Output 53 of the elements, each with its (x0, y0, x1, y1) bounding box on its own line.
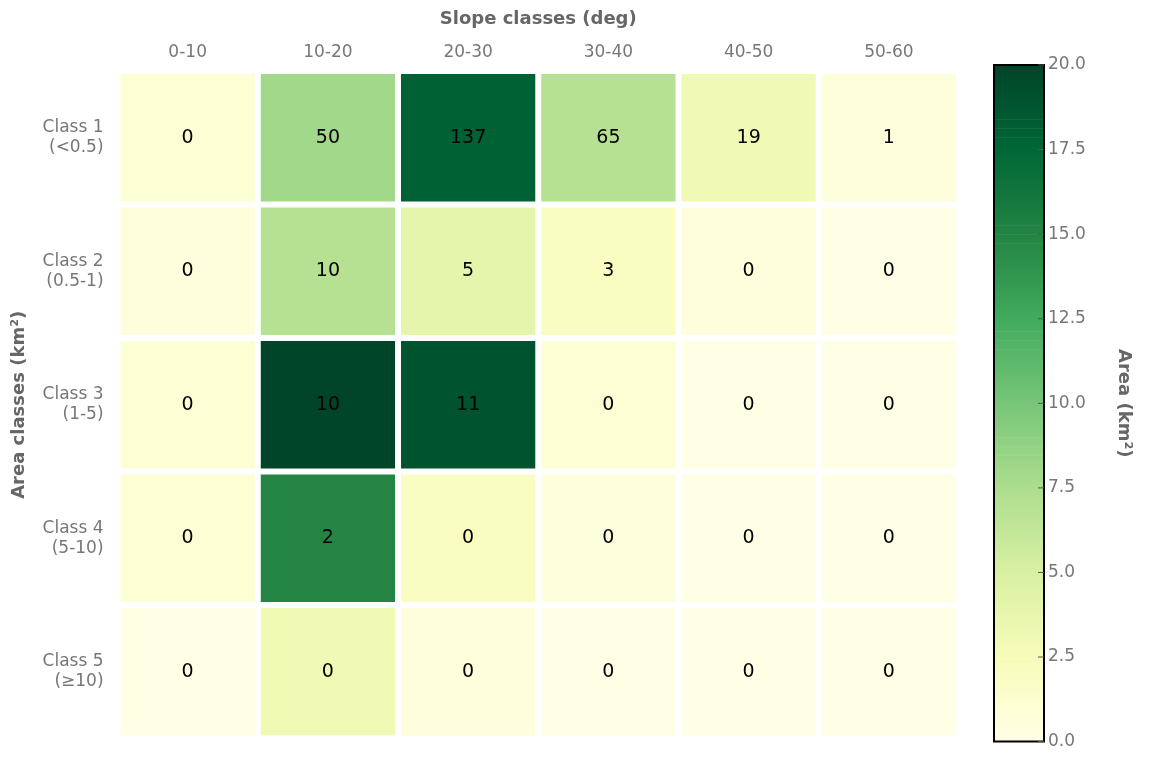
annotation: 5 (462, 258, 475, 281)
x-tick-label: 40-50 (723, 41, 774, 62)
annotation: 0 (742, 258, 755, 281)
x-tick-label: 30-40 (583, 41, 634, 62)
annotation: 0 (321, 658, 334, 681)
x-tick-label: 10-20 (303, 41, 353, 62)
color-bar-label: 5.0 (1048, 560, 1076, 581)
y-tick-label: Class 4 (5-10) (42, 516, 104, 557)
y-tick-label: Class 3 (1-5) (42, 383, 104, 424)
annotation: 0 (181, 391, 194, 414)
annotation: 2 (321, 525, 334, 548)
x-axis-title: Slope classes (deg) (439, 7, 637, 29)
annotation: 65 (596, 124, 621, 147)
annotation: 3 (602, 258, 615, 281)
annotation: 10 (315, 258, 340, 281)
annotation: 0 (882, 525, 895, 548)
y-axis-title: Area classes (km²) (7, 310, 29, 499)
color-bar-label: 0.0 (1048, 730, 1076, 751)
color-bar-title: Area (km²) (1115, 349, 1137, 458)
x-tick-label: 0-10 (168, 41, 207, 62)
annotation: 0 (742, 658, 755, 681)
annotation: 0 (882, 658, 895, 681)
color-bar-label: 10.0 (1048, 391, 1086, 412)
annotation: 137 (450, 124, 487, 147)
annotation: 0 (181, 124, 194, 147)
color-bar-label: 12.5 (1048, 307, 1086, 328)
x-tick-label: 20-30 (443, 41, 493, 62)
annotation: 11 (456, 391, 481, 414)
annotation: 0 (602, 391, 615, 414)
annotation: 0 (882, 258, 895, 281)
annotation: 1 (882, 124, 895, 147)
color-bar-label: 2.5 (1048, 645, 1076, 666)
annotation: 0 (882, 391, 895, 414)
annotation: 10 (315, 391, 340, 414)
color-bar-label: 7.5 (1048, 476, 1076, 497)
annotation: 0 (602, 525, 615, 548)
annotation: 50 (315, 124, 340, 147)
annotation: 0 (462, 525, 475, 548)
annotation: 0 (462, 658, 475, 681)
annotation: 19 (736, 124, 761, 147)
annotation: 0 (602, 658, 615, 681)
annotation: 0 (742, 525, 755, 548)
x-tick-label: 50-60 (864, 41, 914, 62)
annotation: 0 (181, 258, 194, 281)
annotation: 0 (742, 391, 755, 414)
color-bar-label: 15.0 (1048, 222, 1086, 243)
y-tick-label: Class 1 (<0.5) (42, 115, 104, 157)
y-tick-label: Class 5 (≥10) (42, 650, 104, 691)
color-bar-label: 20.0 (1048, 53, 1086, 74)
annotation: 0 (181, 525, 194, 548)
color-bar-label: 17.5 (1048, 138, 1086, 158)
annotation: 0 (181, 658, 194, 681)
y-tick-label: Class 2 (0.5-1) (42, 249, 104, 290)
